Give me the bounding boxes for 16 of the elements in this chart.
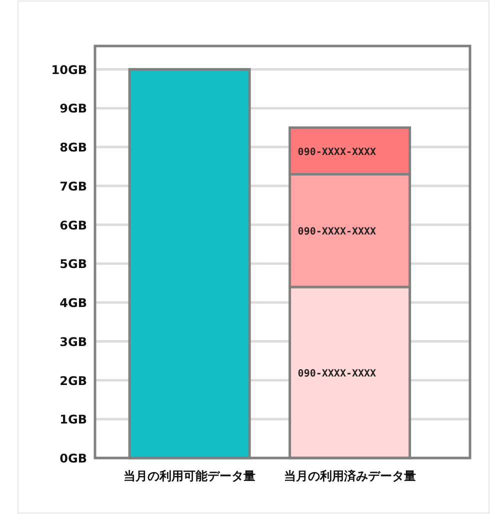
- y-tick-label: 6GB: [60, 218, 87, 232]
- x-tick-label: 当月の利用可能データ量: [124, 469, 256, 483]
- x-tick-label: 当月の利用済みデータ量: [284, 469, 416, 483]
- y-tick-label: 9GB: [60, 102, 87, 116]
- y-tick-label: 3GB: [60, 334, 87, 349]
- y-tick-label: 5GB: [60, 257, 87, 272]
- y-tick-label: 7GB: [60, 179, 87, 194]
- y-tick-label: 2GB: [60, 374, 87, 388]
- series-label: 090-XXXX-XXXX: [298, 368, 376, 380]
- y-tick-label: 0GB: [60, 452, 87, 466]
- series-label: 090-XXXX-XXXX: [298, 226, 376, 238]
- y-tick-label: 8GB: [60, 140, 87, 155]
- y-tick-label: 4GB: [60, 296, 87, 310]
- y-tick-label: 1GB: [60, 412, 87, 427]
- y-tick-label: 10GB: [51, 62, 87, 77]
- series-label: 090-XXXX-XXXX: [298, 146, 376, 158]
